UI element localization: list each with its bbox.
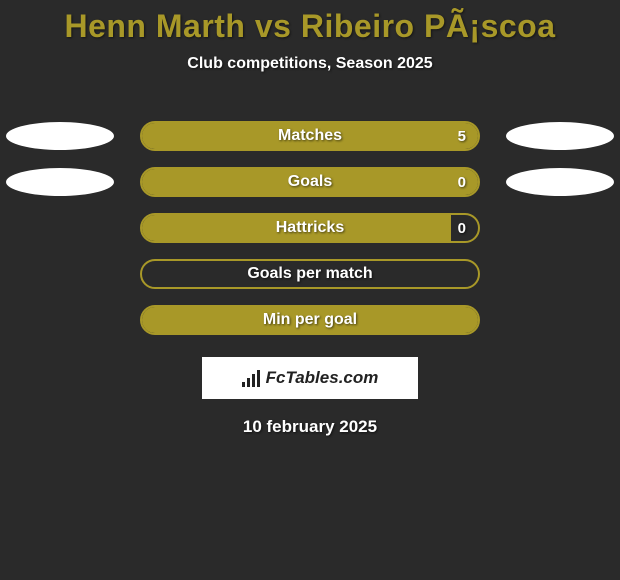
player-marker-right	[506, 168, 614, 196]
stat-row: Matches5	[0, 113, 620, 159]
stat-row: Hattricks0	[0, 205, 620, 251]
page-title: Henn Marth vs Ribeiro PÃ¡scoa	[0, 8, 620, 45]
player-marker-left	[6, 168, 114, 196]
logo-wrap: FcTables.com	[0, 357, 620, 399]
stat-bar: Min per goal	[140, 305, 480, 335]
stat-label: Hattricks	[142, 215, 478, 241]
player-marker-right	[506, 122, 614, 150]
stat-bar: Goals0	[140, 167, 480, 197]
site-logo[interactable]: FcTables.com	[202, 357, 418, 399]
stat-bar: Hattricks0	[140, 213, 480, 243]
stat-value: 5	[458, 123, 466, 149]
chart-icon	[242, 369, 260, 387]
stat-row: Min per goal	[0, 297, 620, 343]
player-marker-left	[6, 122, 114, 150]
stat-label: Goals	[142, 169, 478, 195]
page-subtitle: Club competitions, Season 2025	[0, 55, 620, 73]
logo-text: FcTables.com	[266, 368, 379, 388]
stat-row: Goals per match	[0, 251, 620, 297]
stat-row: Goals0	[0, 159, 620, 205]
stat-bar: Goals per match	[140, 259, 480, 289]
stat-value: 0	[458, 215, 466, 241]
stat-bar: Matches5	[140, 121, 480, 151]
stat-rows: Matches5Goals0Hattricks0Goals per matchM…	[0, 113, 620, 343]
stat-label: Min per goal	[142, 307, 478, 333]
stat-label: Goals per match	[142, 261, 478, 287]
stat-value: 0	[458, 169, 466, 195]
comparison-card: Henn Marth vs Ribeiro PÃ¡scoa Club compe…	[0, 0, 620, 437]
stat-label: Matches	[142, 123, 478, 149]
footer-date: 10 february 2025	[0, 417, 620, 437]
